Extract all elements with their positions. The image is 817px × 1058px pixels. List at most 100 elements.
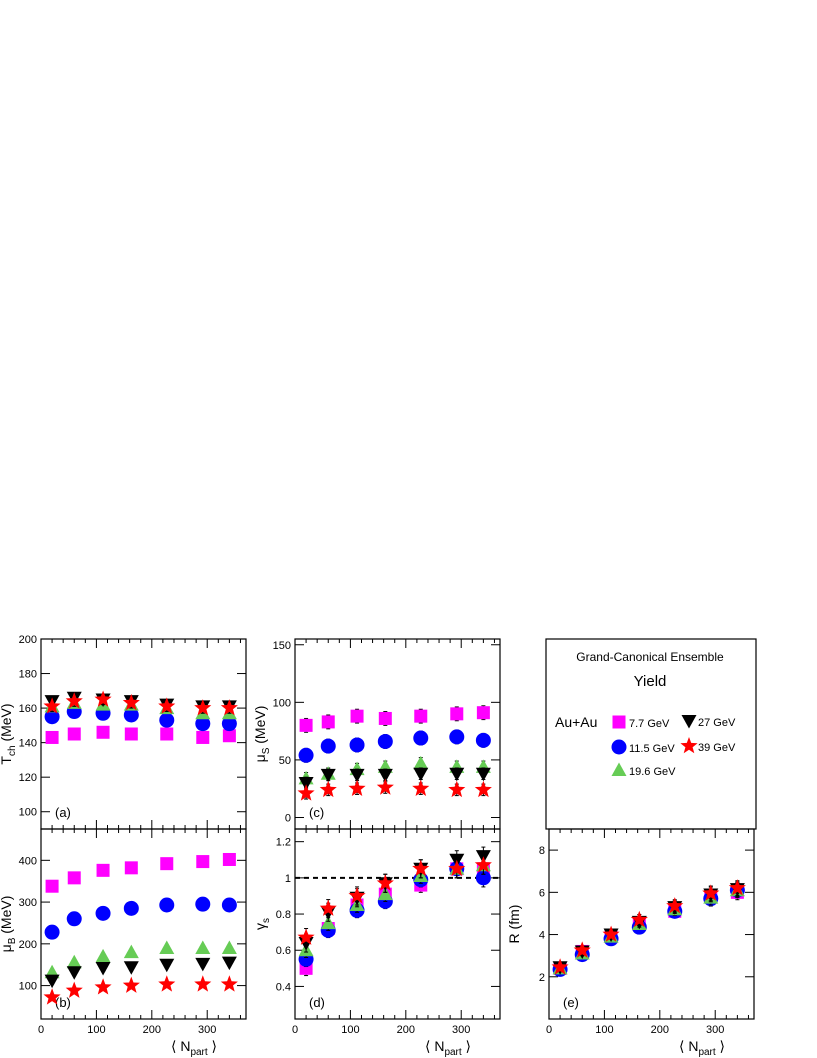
x-tick-label: 300	[452, 1024, 470, 1036]
data-point	[159, 897, 175, 913]
data-point	[195, 957, 211, 972]
data-point	[158, 975, 176, 992]
y-tick-label: 100	[19, 807, 37, 819]
data-point	[66, 966, 82, 980]
y-tick-label: 100	[19, 981, 37, 993]
panel-label: (e)	[563, 995, 579, 1010]
panel-c-frame	[294, 638, 501, 830]
data-point	[43, 697, 61, 714]
data-point	[222, 852, 236, 866]
data-point	[220, 975, 238, 992]
data-point	[448, 859, 466, 877]
y-tick-label: 300	[19, 897, 37, 909]
data-point	[94, 690, 112, 707]
x-tick-label: 200	[143, 1024, 161, 1036]
panel-label: (b)	[55, 995, 71, 1010]
data-point	[297, 784, 315, 801]
panel-a-tch: 100 120 140 160 180 200 Tch (MeV) (a)	[0, 634, 247, 830]
y-axis-title: μS (MeV)	[252, 706, 272, 763]
data-point	[96, 725, 110, 739]
x-tick-label: 300	[198, 1024, 216, 1036]
data-point	[414, 709, 428, 723]
y-tick-label: 1.2	[276, 837, 291, 849]
y-tick-label: 180	[19, 669, 37, 681]
data-point	[475, 767, 491, 782]
y-tick-label: 4	[539, 930, 545, 942]
legend: Grand-Canonical Ensemble Yield Au+Au 7.7…	[545, 638, 757, 830]
series-27-gev	[44, 956, 237, 989]
y-tick-label: 0.4	[276, 981, 291, 993]
data-point	[377, 768, 393, 783]
panel-d-frame	[294, 828, 501, 1020]
legend-label-7-7: 7.7 GeV	[629, 718, 670, 730]
data-point	[475, 870, 491, 886]
y-axis-title: R (fm)	[506, 905, 522, 944]
legend-system-label: Au+Au	[555, 714, 597, 730]
data-point	[221, 897, 237, 913]
data-point	[449, 729, 465, 745]
y-tick-label: 150	[273, 640, 291, 652]
data-point	[160, 727, 174, 741]
data-point	[66, 911, 82, 927]
data-point	[450, 707, 464, 721]
panel-label: (c)	[309, 805, 324, 820]
legend-marker-7-7	[612, 715, 626, 729]
data-point	[158, 697, 176, 714]
x-axis-title: ⟨ Npart ⟩	[679, 1038, 725, 1058]
data-point	[123, 961, 139, 975]
legend-marker-19-6	[611, 762, 627, 776]
panel-label: (d)	[309, 995, 325, 1010]
y-tick-label: 200	[19, 634, 37, 646]
data-point	[123, 944, 139, 959]
data-point	[195, 896, 211, 912]
data-point	[348, 887, 366, 904]
data-point	[728, 879, 746, 896]
data-point	[474, 780, 492, 798]
legend-marker-27	[681, 715, 697, 729]
y-tick-label: 0.6	[276, 945, 291, 957]
data-point	[96, 863, 110, 877]
series-11-5-gev	[298, 729, 491, 763]
data-point	[413, 730, 429, 746]
data-point	[160, 857, 174, 871]
x-tick-label: 100	[87, 1024, 105, 1036]
data-point	[95, 962, 111, 976]
data-point	[666, 897, 684, 914]
y-tick-label: 200	[19, 939, 37, 951]
data-point	[221, 956, 237, 971]
legend-label-19-6: 19.6 GeV	[629, 766, 676, 778]
data-point	[221, 716, 237, 732]
data-point	[350, 709, 364, 723]
data-point	[476, 706, 490, 720]
data-point	[194, 975, 212, 992]
panel-e-radius: 2 4 6 8 0 100 200 300 ⟨ Npart ⟩ R (fm) (e)	[506, 828, 755, 1058]
data-point	[474, 856, 492, 873]
data-point	[44, 924, 60, 940]
data-point	[413, 755, 429, 770]
data-point	[412, 779, 430, 796]
data-point	[220, 699, 238, 716]
legend-subtitle: Yield	[634, 673, 667, 690]
data-point	[551, 958, 569, 975]
data-point	[378, 711, 392, 725]
x-tick-label: 0	[38, 1024, 44, 1036]
x-tick-label: 100	[341, 1024, 359, 1036]
data-point	[67, 727, 81, 741]
series-39-gev	[297, 778, 492, 801]
data-point	[159, 712, 175, 728]
data-point	[95, 948, 111, 963]
data-point	[298, 776, 314, 791]
x-tick-label: 0	[546, 1024, 552, 1036]
series-39-gev	[551, 879, 746, 975]
legend-entries: 7.7 GeV 11.5 GeV 19.6 GeV 27 GeV 39 GeV	[611, 715, 736, 778]
data-point	[44, 709, 60, 725]
y-tick-label: 6	[539, 887, 545, 899]
legend-title: Grand-Canonical Ensemble	[576, 650, 724, 664]
data-point	[413, 767, 429, 782]
data-point	[124, 727, 138, 741]
data-point	[299, 718, 313, 732]
data-point	[702, 884, 720, 901]
data-point	[122, 693, 140, 711]
series-7-7-gev	[45, 852, 236, 893]
y-tick-label: 50	[279, 755, 291, 767]
